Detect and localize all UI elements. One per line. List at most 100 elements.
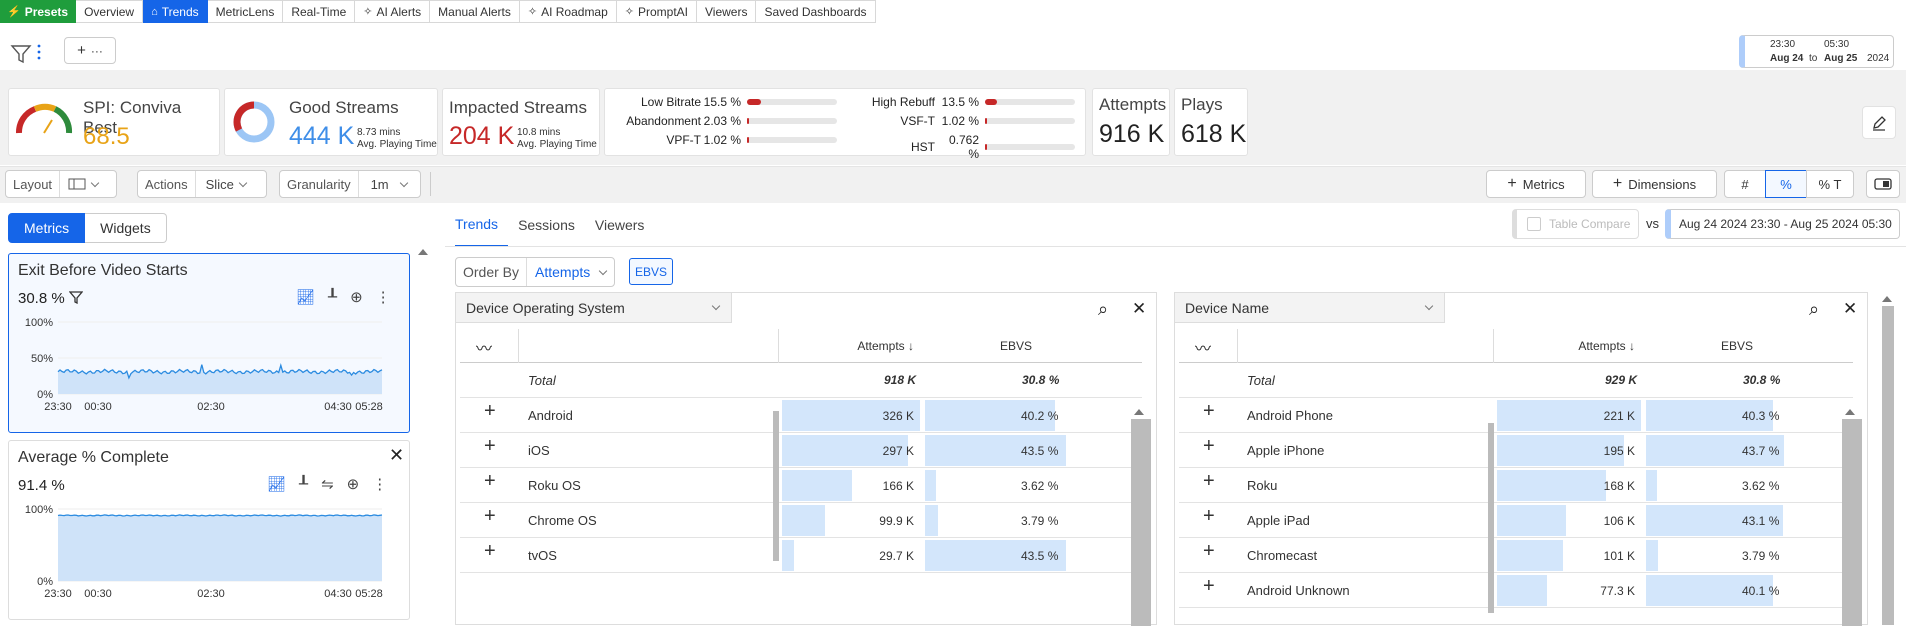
tab-sessions[interactable]: Sessions [518, 213, 585, 247]
count-mode-button[interactable]: # [1724, 170, 1766, 198]
table-compare-toggle[interactable]: Table Compare [1512, 209, 1639, 239]
zoom-icon[interactable]: ⊕ [350, 289, 363, 306]
tab-trends-view[interactable]: Trends [455, 213, 509, 247]
expand-row-icon[interactable]: + [484, 400, 496, 422]
tab-manual-alerts[interactable]: Manual Alerts [430, 0, 520, 23]
main-scrollbar[interactable] [1880, 292, 1894, 625]
search-icon[interactable]: ⌕ [1809, 299, 1820, 319]
close-icon[interactable]: ✕ [1843, 299, 1858, 318]
checkbox[interactable] [1527, 217, 1541, 231]
actions-select[interactable]: Actions Slice [137, 170, 267, 198]
edit-button[interactable] [1862, 106, 1896, 139]
table-row[interactable]: + Android Unknown 77.3 K 40.1 % [1179, 573, 1853, 608]
expand-row-icon[interactable]: + [484, 470, 496, 492]
granularity-select[interactable]: Granularity 1m [279, 170, 421, 198]
table-scrollbar[interactable] [1842, 419, 1862, 626]
tab-viewers-view[interactable]: Viewers [595, 213, 655, 247]
left-scrollbar[interactable] [416, 247, 428, 625]
tab-promptai[interactable]: ✧ PromptAI [616, 0, 698, 23]
table-row[interactable]: + Apple iPad 106 K 43.1 % [1179, 503, 1853, 538]
column-header-ebvs[interactable]: EBVS [1721, 339, 1754, 353]
date-range-picker[interactable]: 23:30 Aug 24 to 05:30 Aug 25 2024 [1739, 35, 1894, 68]
sparkline-toggle-icon[interactable]: 〰 [476, 341, 493, 358]
expand-row-icon[interactable]: + [1203, 575, 1215, 597]
table-scrollbar[interactable] [1131, 419, 1151, 626]
column-header-ebvs[interactable]: EBVS [1000, 339, 1033, 353]
table-row[interactable]: + Android 326 K 40.2 % [460, 398, 1142, 433]
scroll-up-icon[interactable] [1845, 409, 1855, 415]
tab-widgets[interactable]: Widgets [85, 213, 167, 243]
metric-card-avg-complete[interactable]: Average % Complete ✕ 91.4 % 📈︎ ┸ ⇋ ⊕ ⋮ 1… [8, 440, 410, 620]
ebvs-tag[interactable]: EBVS [629, 258, 674, 285]
attempts-cell: 326 K [782, 400, 920, 431]
bar-chart-icon[interactable]: ┸ [299, 476, 309, 493]
sparkline-toggle-icon[interactable]: 〰 [1195, 341, 1212, 358]
close-icon[interactable]: ✕ [389, 445, 405, 465]
bar-chart-icon[interactable]: ┸ [328, 289, 338, 306]
expand-row-icon[interactable]: + [1203, 540, 1215, 562]
table-row[interactable]: + Chromecast 101 K 3.79 % [1179, 538, 1853, 573]
layout-select[interactable]: Layout [5, 170, 117, 198]
table-row[interactable]: + Apple iPhone 195 K 43.7 % [1179, 433, 1853, 468]
impacted-streams-card[interactable]: Impacted Streams 204 K 10.8 mins Avg. Pl… [442, 88, 600, 156]
line-chart-icon[interactable]: 📈︎ [296, 289, 316, 306]
tab-real-time[interactable]: Real-Time [283, 0, 356, 23]
expand-row-icon[interactable]: + [1203, 400, 1215, 422]
add-metrics-button[interactable]: + Metrics [1486, 170, 1586, 198]
compare-date-range[interactable]: Aug 24 2024 23:30 - Aug 25 2024 05:30 [1665, 209, 1900, 239]
name-column-scrollbar[interactable] [773, 411, 779, 561]
add-filter-button[interactable]: + ··· [64, 37, 116, 64]
zoom-icon[interactable]: ⊕ [346, 476, 360, 493]
close-icon[interactable]: ✕ [1132, 299, 1147, 318]
expand-row-icon[interactable]: + [1203, 505, 1215, 527]
dimension-select[interactable]: Device Name [1175, 293, 1445, 323]
tab-trends[interactable]: ⌂ Trends [143, 0, 208, 23]
metric-card-ebvs[interactable]: Exit Before Video Starts 30.8 % 📈︎ ┸ ⊕ ⋮… [8, 253, 410, 433]
scroll-up-icon[interactable] [1882, 296, 1892, 302]
table-row[interactable]: + Android Phone 221 K 40.3 % [1179, 398, 1853, 433]
order-by-select[interactable]: Order By Attempts [455, 257, 616, 287]
tab-metrics[interactable]: Metrics [8, 213, 86, 243]
tab-label: Real-Time [291, 4, 347, 19]
percent-mode-button[interactable]: % [1765, 170, 1807, 198]
add-dimensions-button[interactable]: + Dimensions [1592, 170, 1717, 198]
filter-button[interactable] [10, 42, 41, 66]
dimension-select[interactable]: Device Operating System [456, 293, 732, 323]
table-row[interactable]: + Roku OS 166 K 3.62 % [460, 468, 1142, 503]
line-chart-icon[interactable]: 📈︎ [267, 476, 287, 493]
good-streams-card[interactable]: Good Streams 444 K 8.73 mins Avg. Playin… [224, 88, 438, 156]
column-header-attempts[interactable]: Attempts ↓ [857, 339, 914, 353]
table-row[interactable]: + Chrome OS 99.9 K 3.79 % [460, 503, 1142, 538]
scroll-up-icon[interactable] [418, 249, 428, 255]
tab-ai-alerts[interactable]: ✧ AI Alerts [355, 0, 431, 23]
plays-card[interactable]: Plays 618 K [1174, 88, 1248, 156]
swap-icon[interactable]: ⇋ [321, 476, 334, 493]
quality-metrics-card[interactable]: Low Bitrate 15.5 % Abandonment 2.03 % VPF-T 1… [604, 88, 1086, 161]
expand-row-icon[interactable]: + [484, 540, 496, 562]
expand-row-icon[interactable]: + [484, 435, 496, 457]
percent-total-button[interactable]: % T [1806, 170, 1854, 198]
more-vertical-icon[interactable]: ⋮ [375, 289, 391, 306]
tab-overview[interactable]: Overview [76, 0, 144, 23]
tab-saved-dashboards[interactable]: Saved Dashboards [756, 0, 876, 23]
tab-ai-roadmap[interactable]: ✧ AI Roadmap [519, 0, 617, 23]
scroll-up-icon[interactable] [1134, 409, 1144, 415]
divider [430, 172, 431, 196]
table-row[interactable]: + iOS 297 K 43.5 % [460, 433, 1142, 468]
column-header-attempts[interactable]: Attempts ↓ [1578, 339, 1635, 353]
tab-metriclens[interactable]: MetricLens [207, 0, 284, 23]
toggle-panel-button[interactable] [1866, 170, 1900, 198]
spi-card[interactable]: SPI: Conviva Best 68.5 [8, 88, 220, 156]
search-icon[interactable]: ⌕ [1098, 299, 1109, 319]
table-row[interactable]: + tvOS 29.7 K 43.5 % [460, 538, 1142, 573]
scroll-thumb[interactable] [1882, 306, 1894, 625]
presets-tab[interactable]: ⚡ Presets [0, 0, 77, 23]
more-vertical-icon[interactable]: ⋮ [372, 476, 388, 493]
expand-row-icon[interactable]: + [1203, 470, 1215, 492]
tab-viewers[interactable]: Viewers [697, 0, 757, 23]
expand-row-icon[interactable]: + [484, 505, 496, 527]
expand-row-icon[interactable]: + [1203, 435, 1215, 457]
table-row[interactable]: + Roku 168 K 3.62 % [1179, 468, 1853, 503]
attempts-card[interactable]: Attempts 916 K [1092, 88, 1170, 156]
name-column-scrollbar[interactable] [1488, 423, 1494, 613]
